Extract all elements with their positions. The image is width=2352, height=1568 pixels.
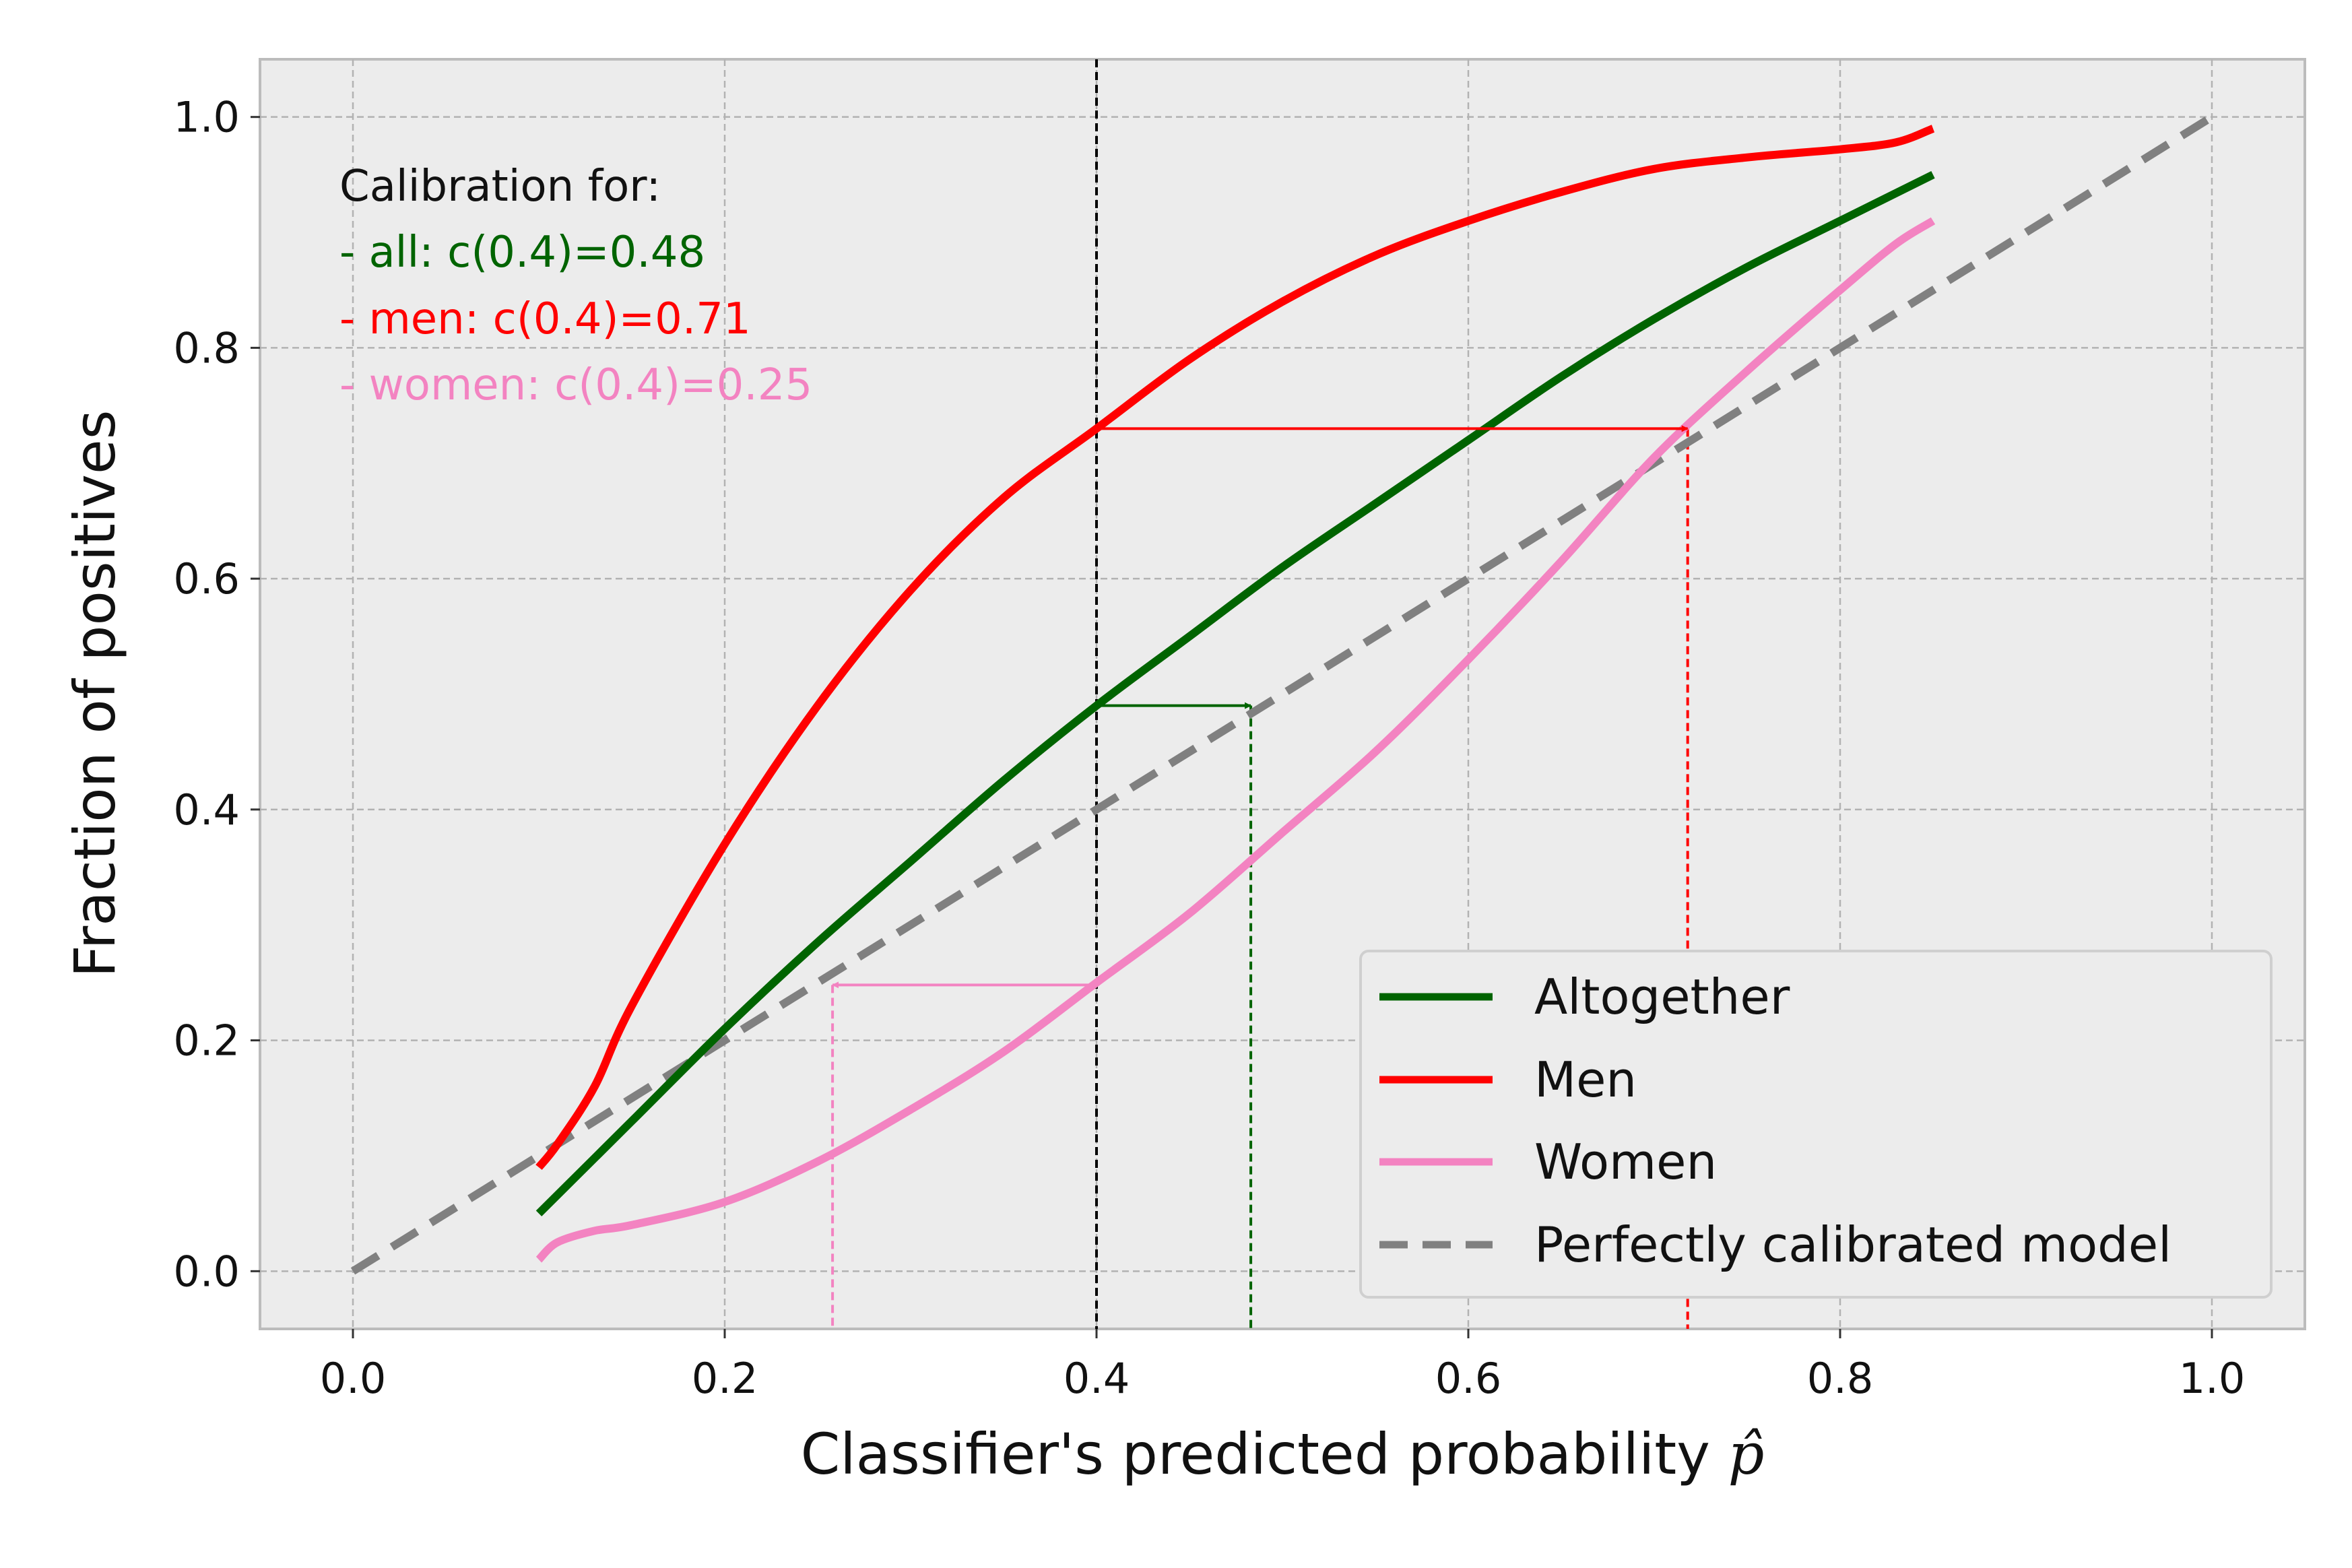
annotation-heading: Calibration for: xyxy=(339,162,661,211)
legend-label-perfect: Perfectly calibrated model xyxy=(1534,1216,2171,1273)
y-axis-label: Fraction of positives xyxy=(62,410,128,978)
x-tick-label: 1.0 xyxy=(2179,1354,2246,1403)
annotation-women: - women: c(0.4)=0.25 xyxy=(339,360,812,410)
annotation-men: - men: c(0.4)=0.71 xyxy=(339,294,751,344)
legend: Altogether Men Women Perfectly calibrate… xyxy=(1359,950,2273,1299)
legend-label-men: Men xyxy=(1534,1051,1637,1108)
series-line-altogether xyxy=(535,170,1935,1216)
y-tick-label: 0.4 xyxy=(173,785,240,835)
series-line-men xyxy=(535,125,1935,1170)
calibration-arrows xyxy=(832,425,1689,989)
series-lines xyxy=(350,113,2215,1275)
legend-box xyxy=(1359,950,2273,1299)
annotation-all: - all: c(0.4)=0.48 xyxy=(339,228,705,277)
y-tick-label: 0.2 xyxy=(173,1016,240,1066)
calibration-annotation: Calibration for: - all: c(0.4)=0.48 - me… xyxy=(339,162,812,410)
x-axis-label: Classifier's predicted probability p̂ xyxy=(801,1421,1765,1487)
y-tick-label: 1.0 xyxy=(173,93,240,142)
x-axis-symbol: p̂ xyxy=(1728,1421,1765,1487)
ticks: 0.0 0.2 0.4 0.6 0.8 1.0 0.0 0.2 0.4 0.6 0.8 1.0 xyxy=(173,93,2245,1403)
x-tick-label: 0.4 xyxy=(1064,1354,1130,1403)
y-tick-label: 0.8 xyxy=(173,323,240,372)
series-line-women xyxy=(535,217,1936,1263)
x-tick-label: 0.2 xyxy=(692,1354,758,1403)
y-tick-label: 0.0 xyxy=(173,1247,240,1296)
legend-label-women: Women xyxy=(1534,1134,1717,1190)
x-tick-label: 0.6 xyxy=(1435,1354,1502,1403)
x-tick-label: 0.0 xyxy=(320,1354,387,1403)
x-tick-label: 0.8 xyxy=(1807,1354,1874,1403)
legend-label-altogether: Altogether xyxy=(1534,969,1790,1025)
y-tick-label: 0.6 xyxy=(173,554,240,603)
